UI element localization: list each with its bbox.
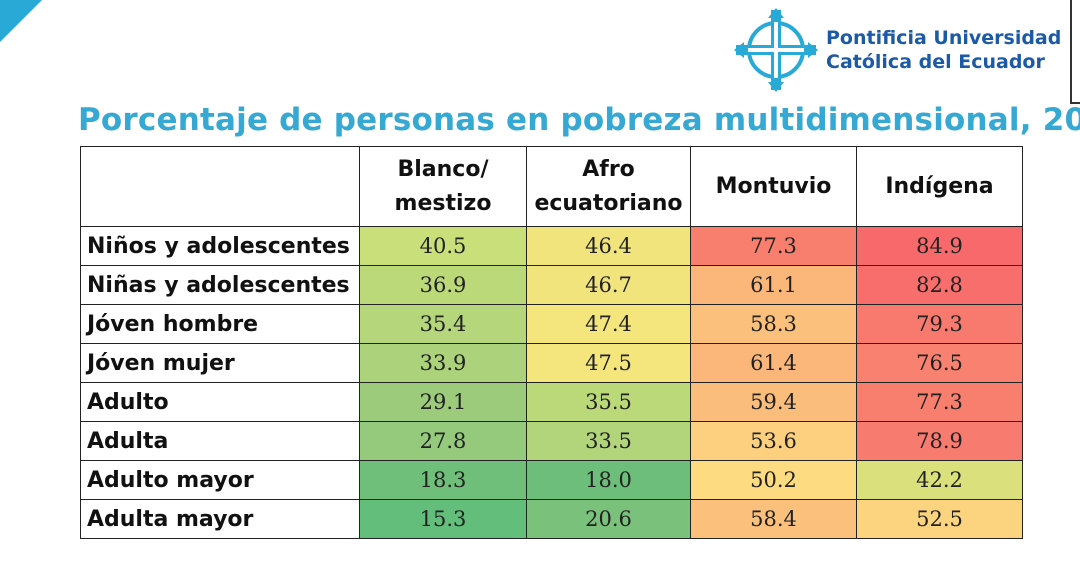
- value-cell: 61.1: [690, 265, 857, 305]
- header-row: Blanco/ mestizo Afro ecuatoriano Montuvi…: [80, 146, 1023, 227]
- value-cell: 47.5: [526, 343, 691, 383]
- value-cell: 33.9: [359, 343, 527, 383]
- value-cell: 61.4: [690, 343, 857, 383]
- row-label: Adulta: [80, 421, 360, 461]
- value-cell: 35.4: [359, 304, 527, 344]
- value-cell: 36.9: [359, 265, 527, 305]
- value-cell: 18.3: [359, 460, 527, 500]
- value-cell: 77.3: [856, 382, 1023, 422]
- table-row: Adulto mayor 18.3 18.0 50.2 42.2: [80, 460, 1023, 500]
- row-label: Adulta mayor: [80, 499, 360, 539]
- institution-line-1: Pontificia Universidad: [826, 27, 1062, 49]
- value-cell: 53.6: [690, 421, 857, 461]
- institution-name: Pontificia Universidad Católica del Ecua…: [826, 26, 1061, 74]
- value-cell: 50.2: [690, 460, 857, 500]
- table-row: Jóven mujer 33.9 47.5 61.4 76.5: [80, 343, 1023, 383]
- table-row: Jóven hombre 35.4 47.4 58.3 79.3: [80, 304, 1023, 344]
- column-header-line-1: Indígena: [885, 173, 994, 199]
- row-label: Jóven hombre: [80, 304, 360, 344]
- value-cell: 33.5: [526, 421, 691, 461]
- value-cell: 59.4: [690, 382, 857, 422]
- page-title: Porcentaje de personas en pobreza multid…: [78, 102, 1080, 138]
- value-cell: 76.5: [856, 343, 1023, 383]
- edge-frame: [1070, 0, 1080, 104]
- column-header-line-1: Montuvio: [715, 173, 832, 199]
- value-cell: 79.3: [856, 304, 1023, 344]
- table-row: Adulta 27.8 33.5 53.6 78.9: [80, 421, 1023, 461]
- table-row: Adulta mayor 15.3 20.6 58.4 52.5: [80, 499, 1023, 539]
- value-cell: 84.9: [856, 226, 1023, 266]
- value-cell: 42.2: [856, 460, 1023, 500]
- row-label: Adulto mayor: [80, 460, 360, 500]
- value-cell: 78.9: [856, 421, 1023, 461]
- column-header-line-1: Afro: [582, 156, 635, 182]
- value-cell: 27.8: [359, 421, 527, 461]
- poverty-table: Blanco/ mestizo Afro ecuatoriano Montuvi…: [80, 146, 1023, 539]
- institution-line-2: Católica del Ecuador: [826, 51, 1045, 73]
- value-cell: 77.3: [690, 226, 857, 266]
- puce-cross-logo-icon: [734, 8, 818, 92]
- row-label: Adulto: [80, 382, 360, 422]
- column-header: Afro ecuatoriano: [526, 146, 691, 227]
- value-cell: 52.5: [856, 499, 1023, 539]
- value-cell: 18.0: [526, 460, 691, 500]
- column-header-line-2: mestizo: [394, 190, 492, 216]
- table-body: Niños y adolescentes 40.5 46.4 77.3 84.9 Niña…: [80, 226, 1023, 539]
- value-cell: 15.3: [359, 499, 527, 539]
- value-cell: 20.6: [526, 499, 691, 539]
- row-label: Jóven mujer: [80, 343, 360, 383]
- table-row: Niñas y adolescentes 36.9 46.7 61.1 82.8: [80, 265, 1023, 305]
- value-cell: 29.1: [359, 382, 527, 422]
- column-header: Montuvio: [690, 146, 857, 227]
- corner-decoration: [0, 0, 42, 42]
- column-header: Indígena: [856, 146, 1023, 227]
- column-header: Blanco/ mestizo: [359, 146, 527, 227]
- university-logo: Pontificia Universidad Católica del Ecua…: [734, 8, 1064, 92]
- column-header-line-1: Blanco/: [397, 156, 489, 182]
- value-cell: 35.5: [526, 382, 691, 422]
- value-cell: 58.4: [690, 499, 857, 539]
- corner-header-cell: [80, 146, 360, 227]
- value-cell: 82.8: [856, 265, 1023, 305]
- value-cell: 40.5: [359, 226, 527, 266]
- row-label: Niñas y adolescentes: [80, 265, 360, 305]
- value-cell: 58.3: [690, 304, 857, 344]
- table-row: Niños y adolescentes 40.5 46.4 77.3 84.9: [80, 226, 1023, 266]
- value-cell: 47.4: [526, 304, 691, 344]
- table-row: Adulto 29.1 35.5 59.4 77.3: [80, 382, 1023, 422]
- row-label: Niños y adolescentes: [80, 226, 360, 266]
- value-cell: 46.4: [526, 226, 691, 266]
- value-cell: 46.7: [526, 265, 691, 305]
- column-header-line-2: ecuatoriano: [534, 190, 683, 216]
